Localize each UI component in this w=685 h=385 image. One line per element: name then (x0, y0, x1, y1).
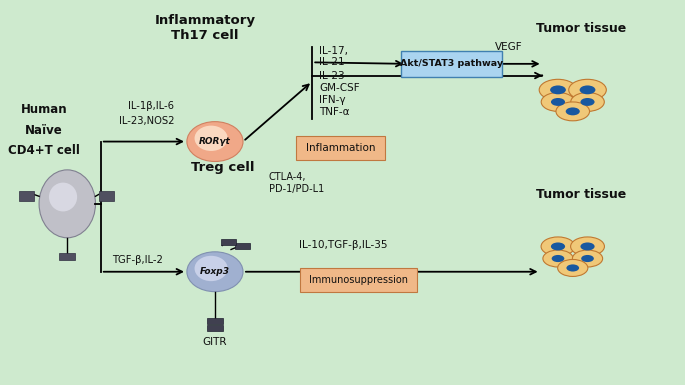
Text: Inflammatory: Inflammatory (154, 14, 256, 27)
Circle shape (543, 250, 573, 267)
Text: Naïve: Naïve (25, 124, 62, 137)
Ellipse shape (187, 252, 243, 292)
Text: IL-17,: IL-17, (319, 46, 348, 56)
Circle shape (580, 98, 595, 106)
FancyBboxPatch shape (207, 318, 223, 324)
Text: Human: Human (21, 103, 67, 116)
Circle shape (541, 237, 575, 256)
Circle shape (571, 92, 604, 111)
FancyBboxPatch shape (236, 243, 250, 249)
Text: Tumor tissue: Tumor tissue (536, 22, 626, 35)
Circle shape (550, 85, 566, 94)
Text: IL-1β,IL-6: IL-1β,IL-6 (128, 101, 174, 111)
Text: IL-21: IL-21 (319, 57, 345, 67)
Circle shape (569, 79, 606, 100)
Text: Inflammation: Inflammation (306, 142, 375, 152)
Text: Foxp3: Foxp3 (200, 267, 230, 276)
Ellipse shape (49, 182, 77, 211)
FancyBboxPatch shape (300, 268, 417, 292)
Text: Th17 cell: Th17 cell (171, 29, 238, 42)
Ellipse shape (195, 126, 227, 151)
Ellipse shape (195, 256, 227, 281)
Circle shape (551, 255, 564, 262)
Text: GITR: GITR (203, 336, 227, 346)
Text: CTLA-4,: CTLA-4, (269, 172, 306, 182)
Text: RORγt: RORγt (199, 137, 231, 146)
Circle shape (558, 259, 588, 276)
Text: IL-23,NOS2: IL-23,NOS2 (119, 116, 174, 126)
FancyBboxPatch shape (401, 51, 502, 77)
Text: GM-CSF: GM-CSF (319, 83, 360, 93)
Circle shape (551, 243, 565, 251)
FancyBboxPatch shape (59, 253, 75, 260)
FancyBboxPatch shape (207, 325, 223, 331)
Text: IL-10,TGF-β,IL-35: IL-10,TGF-β,IL-35 (299, 240, 387, 250)
Ellipse shape (187, 122, 243, 161)
Circle shape (571, 237, 604, 256)
Ellipse shape (39, 170, 95, 238)
Text: VEGF: VEGF (495, 42, 523, 52)
Circle shape (541, 92, 575, 111)
Text: PD-1/PD-L1: PD-1/PD-L1 (269, 184, 324, 194)
Text: TGF-β,IL-2: TGF-β,IL-2 (112, 255, 163, 265)
Text: Treg cell: Treg cell (191, 161, 255, 174)
Text: IL-23: IL-23 (319, 70, 345, 80)
FancyBboxPatch shape (19, 191, 34, 201)
Text: Akt/STAT3 pathway: Akt/STAT3 pathway (400, 59, 503, 69)
Circle shape (580, 243, 595, 251)
Text: TNF-α: TNF-α (319, 107, 349, 117)
Circle shape (581, 255, 594, 262)
Circle shape (566, 107, 580, 116)
Text: IFN-γ: IFN-γ (319, 95, 346, 105)
FancyBboxPatch shape (99, 191, 114, 201)
Circle shape (580, 85, 595, 94)
Circle shape (551, 98, 565, 106)
Circle shape (573, 250, 603, 267)
Circle shape (556, 102, 590, 121)
FancyBboxPatch shape (295, 136, 386, 160)
Text: Tumor tissue: Tumor tissue (536, 188, 626, 201)
Circle shape (566, 264, 579, 271)
Text: Immunosuppression: Immunosuppression (309, 275, 408, 285)
Circle shape (539, 79, 577, 100)
Text: CD4+T cell: CD4+T cell (8, 144, 79, 157)
FancyBboxPatch shape (221, 239, 236, 245)
